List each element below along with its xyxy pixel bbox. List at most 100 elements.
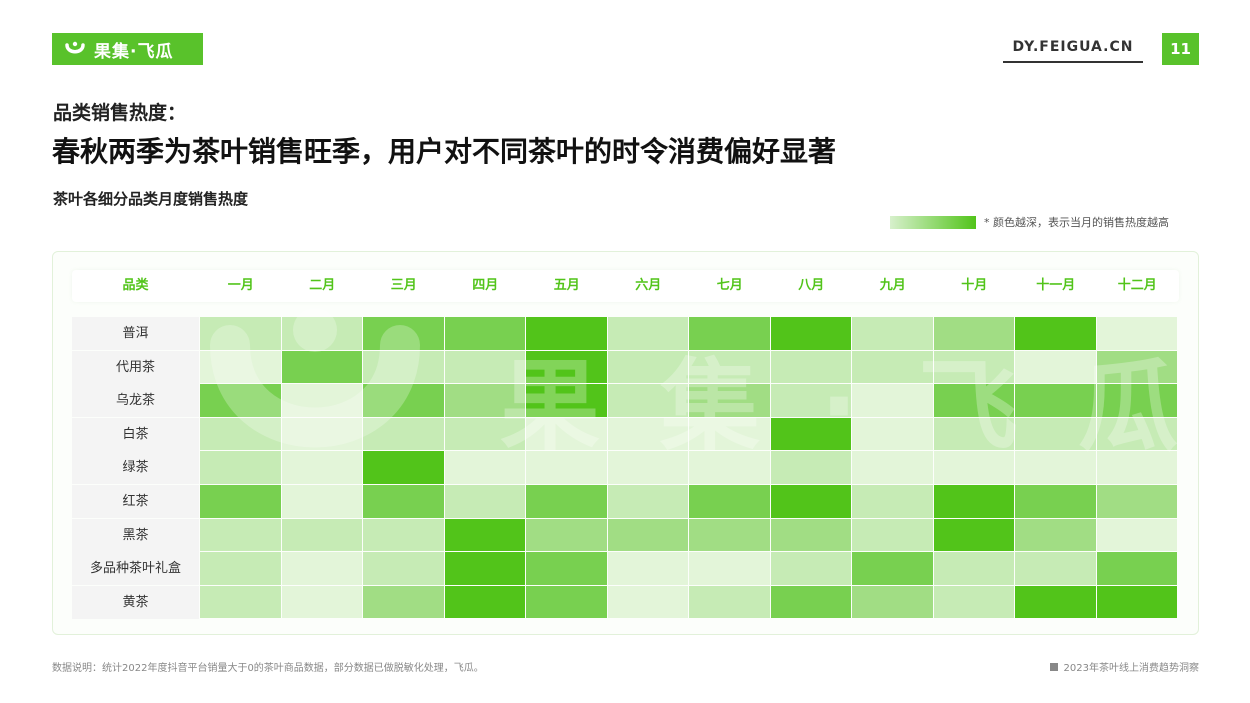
heatmap-cell <box>526 552 607 585</box>
heatmap-cell <box>444 350 525 384</box>
column-header-6: 六月 <box>635 278 662 293</box>
heatmap-cell <box>1015 451 1096 484</box>
heatmap-cell <box>770 417 851 451</box>
heatmap-cell <box>607 417 688 451</box>
heatmap-cell <box>281 518 362 552</box>
legend-note: * 颜色越深，表示当月的销售热度越高 <box>984 216 1169 229</box>
heatmap-cell <box>281 317 362 350</box>
heatmap-cell <box>200 384 281 417</box>
heatmap-cell <box>1096 417 1177 451</box>
column-header-3: 三月 <box>390 278 417 293</box>
heatmap-cell <box>852 451 933 484</box>
heatmap-cell <box>852 350 933 384</box>
heatmap-cell <box>526 350 607 384</box>
heatmap-cell <box>689 585 770 619</box>
heatmap-cell <box>770 552 851 585</box>
heatmap-cell <box>852 552 933 585</box>
heatmap-cell <box>281 350 362 384</box>
heatmap-cell <box>1096 384 1177 417</box>
heatmap-cell <box>526 317 607 350</box>
heatmap-cell <box>852 317 933 350</box>
heatmap-cell <box>1096 317 1177 350</box>
heatmap-cell <box>444 585 525 619</box>
heatmap-cell <box>200 350 281 384</box>
legend-gradient-bar <box>890 216 976 229</box>
heatmap-cell <box>607 350 688 384</box>
heatmap-cell <box>933 485 1014 518</box>
page-title: 春秋两季为茶叶销售旺季，用户对不同茶叶的时令消费偏好显著 <box>52 135 837 168</box>
column-header-9: 九月 <box>879 278 906 293</box>
data-footnote: 数据说明：统计2022年度抖音平台销量大于0的茶叶商品数据，部分数据已做脱敏化处… <box>52 663 484 674</box>
header-corner-label: 品类 <box>122 278 149 293</box>
heatmap-cell <box>607 451 688 484</box>
heatmap-cell <box>1096 552 1177 585</box>
heatmap-cell <box>444 317 525 350</box>
heatmap-cell <box>607 384 688 417</box>
heatmap-cell <box>689 417 770 451</box>
column-header-12: 十二月 <box>1117 278 1157 293</box>
heatmap-cell <box>363 518 444 552</box>
heatmap-cell <box>607 552 688 585</box>
heatmap-cell <box>526 585 607 619</box>
heatmap-cell <box>933 350 1014 384</box>
heatmap-cell <box>852 485 933 518</box>
heatmap-cell <box>770 585 851 619</box>
heatmap-cell <box>852 585 933 619</box>
heatmap-cell <box>689 451 770 484</box>
heatmap-cell <box>444 384 525 417</box>
heatmap-cell <box>526 384 607 417</box>
heatmap-cell <box>200 552 281 585</box>
heatmap-cell <box>200 317 281 350</box>
heatmap-cell <box>1015 384 1096 417</box>
heatmap-cell <box>444 552 525 585</box>
column-header-7: 七月 <box>716 278 743 293</box>
heatmap-cell <box>607 485 688 518</box>
column-header-2: 二月 <box>309 278 336 293</box>
heatmap-cell <box>689 317 770 350</box>
heatmap-cell <box>200 417 281 451</box>
heatmap-cell <box>933 317 1014 350</box>
heatmap-cell <box>1096 485 1177 518</box>
heatmap-cell <box>689 518 770 552</box>
row-label: 黑茶 <box>72 518 199 552</box>
heatmap-cell <box>852 518 933 552</box>
heatmap-cell <box>1096 350 1177 384</box>
heatmap-cell <box>770 317 851 350</box>
column-header-4: 四月 <box>472 278 499 293</box>
heatmap-cell <box>607 585 688 619</box>
heatmap-cell <box>852 384 933 417</box>
column-header-8: 八月 <box>798 278 825 293</box>
heatmap-cell <box>200 518 281 552</box>
heatmap-cell <box>1015 485 1096 518</box>
logo-text: 果集·飞瓜 <box>94 41 174 62</box>
heatmap-cell <box>689 350 770 384</box>
heatmap-cell <box>363 552 444 585</box>
row-label: 绿茶 <box>72 451 199 485</box>
row-label: 代用茶 <box>72 350 199 384</box>
row-label: 普洱 <box>72 317 199 350</box>
heatmap-cell <box>526 451 607 484</box>
heatmap-cell <box>200 451 281 484</box>
row-label: 白茶 <box>72 417 199 451</box>
column-header-11: 十一月 <box>1036 278 1076 293</box>
heatmap-cell <box>933 417 1014 451</box>
site-url: DY.FEIGUA.CN <box>1003 39 1143 63</box>
heatmap-cell <box>1015 552 1096 585</box>
heatmap-cell <box>363 451 444 484</box>
heatmap-cell <box>852 417 933 451</box>
heatmap-cell <box>689 485 770 518</box>
row-label: 乌龙茶 <box>72 384 199 418</box>
square-bullet-icon <box>1049 663 1058 671</box>
heatmap-cell <box>770 384 851 417</box>
heatmap-cell <box>770 485 851 518</box>
heatmap-cell <box>363 585 444 619</box>
heatmap-cell <box>1096 518 1177 552</box>
row-label: 多品种茶叶礼盒 <box>72 552 199 586</box>
page-number: 11 <box>1162 33 1199 65</box>
heatmap-cell <box>607 518 688 552</box>
heatmap-cell <box>281 585 362 619</box>
heatmap-cell <box>444 417 525 451</box>
heatmap-cell <box>1096 451 1177 484</box>
heatmap-cell <box>200 485 281 518</box>
heatmap-cell <box>1096 585 1177 619</box>
